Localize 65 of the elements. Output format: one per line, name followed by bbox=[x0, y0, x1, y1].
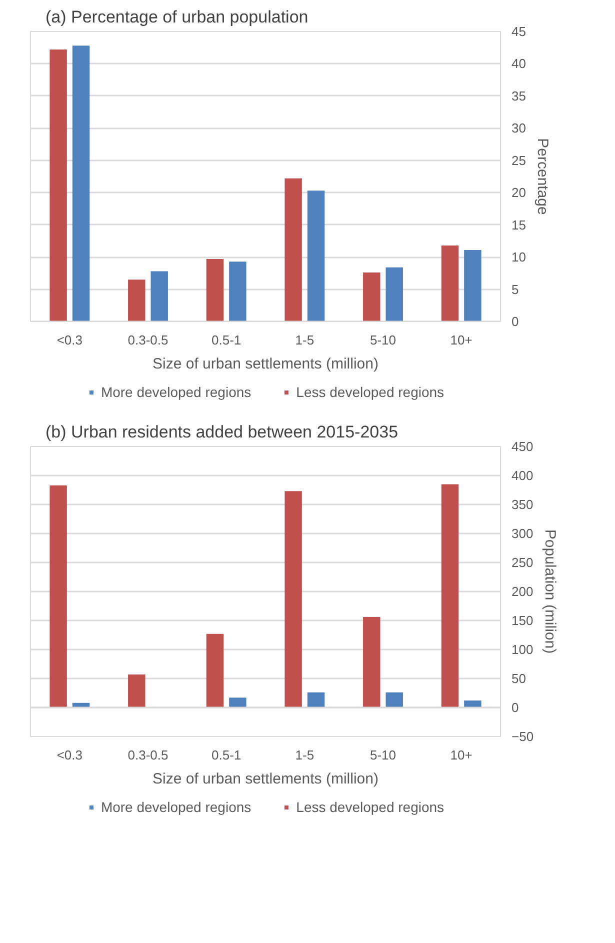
chart-title: (a) Percentage of urban population bbox=[46, 8, 308, 26]
x-tick-label: <0.3 bbox=[56, 332, 83, 348]
y-axis-title: Population (milion) bbox=[542, 529, 559, 654]
legend-label: More developed regions bbox=[100, 384, 252, 400]
y-tick-label: −50 bbox=[512, 729, 534, 744]
y-tick-label: 40 bbox=[512, 56, 526, 72]
bar bbox=[386, 267, 403, 322]
bar bbox=[363, 617, 380, 708]
y-tick-label: 30 bbox=[512, 120, 526, 136]
y-tick-label: 15 bbox=[512, 217, 526, 232]
y-axis-title: Percentage bbox=[534, 138, 551, 215]
y-tick-label: 45 bbox=[512, 24, 526, 39]
x-tick-label: 10+ bbox=[450, 332, 472, 348]
bar bbox=[50, 50, 67, 322]
y-tick-label: 200 bbox=[512, 584, 534, 599]
x-tick-label: 10+ bbox=[450, 748, 472, 762]
bar bbox=[206, 634, 224, 708]
y-tick-label: 25 bbox=[512, 152, 526, 168]
x-tick-label: 1-5 bbox=[295, 332, 314, 348]
bar bbox=[441, 484, 459, 708]
x-tick-label: 5-10 bbox=[370, 748, 396, 762]
y-tick-label: 400 bbox=[512, 468, 534, 483]
bar bbox=[206, 258, 224, 322]
y-tick-label: 250 bbox=[512, 555, 534, 570]
legend-label: Less developed regions bbox=[296, 384, 444, 400]
bar bbox=[363, 272, 380, 322]
bar bbox=[50, 485, 67, 708]
x-tick-label: 1-5 bbox=[295, 748, 314, 762]
bar bbox=[284, 491, 302, 708]
x-axis-title: Size of urban settlements (million) bbox=[152, 770, 378, 788]
bar bbox=[128, 674, 146, 708]
x-tick-label: <0.3 bbox=[56, 748, 83, 762]
bar bbox=[307, 692, 325, 708]
bar bbox=[441, 245, 459, 322]
y-tick-label: 10 bbox=[512, 250, 526, 265]
y-tick-label: 300 bbox=[512, 526, 534, 541]
bar bbox=[229, 262, 246, 322]
bar bbox=[386, 692, 403, 708]
x-tick-label: 0.5-1 bbox=[212, 332, 242, 348]
x-tick-label: 0.3-0.5 bbox=[128, 332, 168, 348]
bar bbox=[307, 190, 325, 322]
bar bbox=[128, 280, 146, 322]
x-axis-title: Size of urban settlements (million) bbox=[152, 356, 378, 372]
y-tick-label: 20 bbox=[512, 185, 526, 200]
bar bbox=[229, 698, 246, 708]
bar bbox=[284, 178, 302, 322]
legend-label: More developed regions bbox=[100, 799, 252, 815]
y-tick-label: 50 bbox=[512, 671, 526, 686]
bar bbox=[464, 700, 482, 708]
y-tick-label: 5 bbox=[512, 282, 519, 297]
bar bbox=[72, 46, 90, 322]
x-tick-label: 0.3-0.5 bbox=[128, 748, 168, 762]
y-tick-label: 450 bbox=[512, 439, 534, 454]
y-tick-label: 100 bbox=[512, 642, 534, 657]
x-tick-label: 5-10 bbox=[370, 332, 396, 348]
chart-title: (b) Urban residents added between 2015-2035 bbox=[46, 422, 398, 442]
y-tick-label: 350 bbox=[512, 497, 534, 512]
legend-label: Less developed regions bbox=[296, 799, 444, 815]
bar bbox=[464, 250, 482, 322]
y-tick-label: 35 bbox=[512, 88, 526, 104]
y-tick-label: 0 bbox=[512, 700, 519, 715]
bar bbox=[150, 271, 168, 322]
y-tick-label: 0 bbox=[512, 314, 519, 329]
y-tick-label: 150 bbox=[512, 613, 534, 628]
x-tick-label: 0.5-1 bbox=[212, 748, 242, 762]
